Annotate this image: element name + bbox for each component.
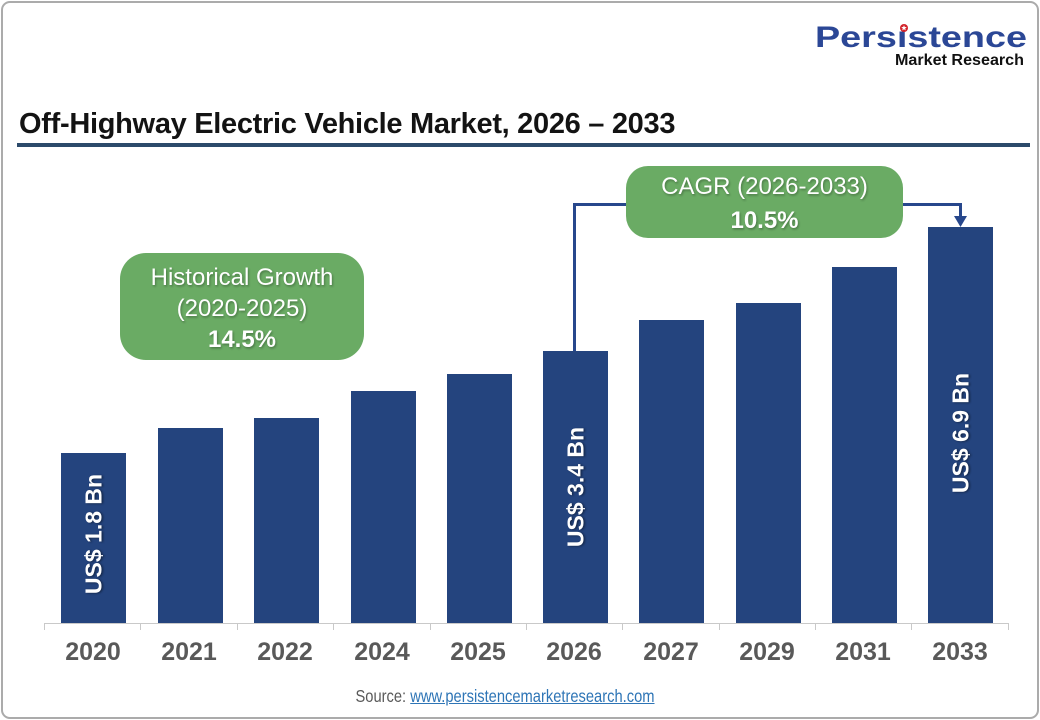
svg-text:Persıstence: Persıstence (815, 21, 1027, 54)
svg-text:Market Research: Market Research (895, 52, 1024, 69)
